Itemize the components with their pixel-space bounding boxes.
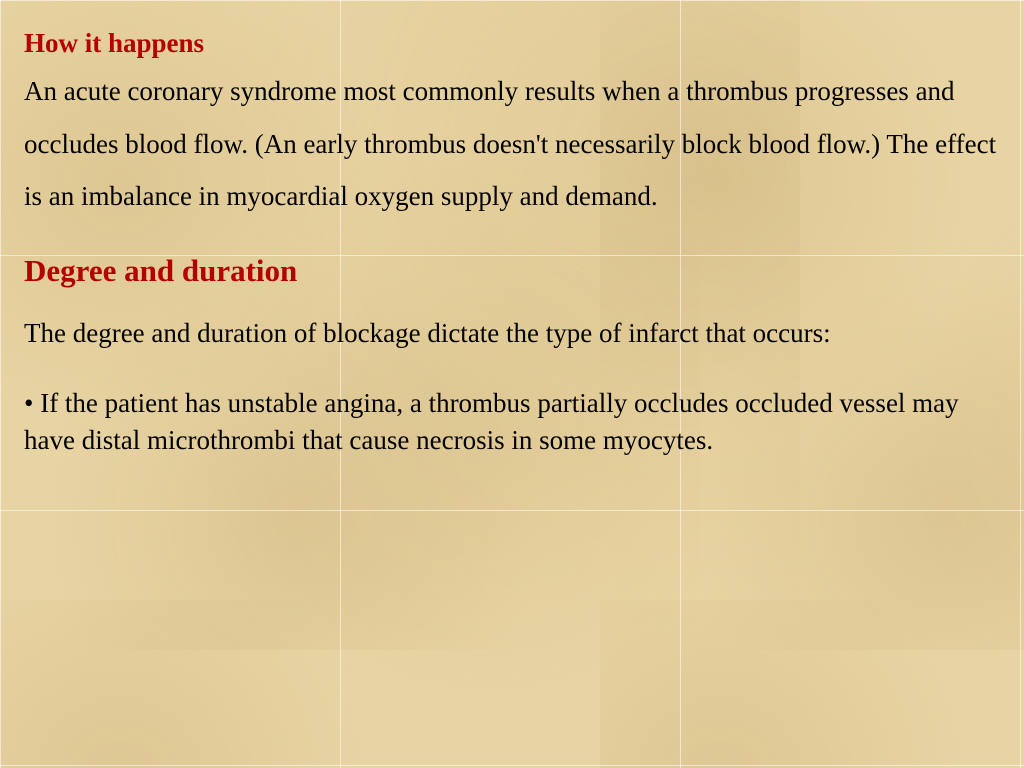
paragraph-degree-duration-intro: The degree and duration of blockage dict… (24, 315, 1000, 351)
slide-content: How it happens An acute coronary syndrom… (0, 0, 1024, 768)
bullet-unstable-angina: • If the patient has unstable angina, a … (24, 385, 1000, 458)
paragraph-how-it-happens: An acute coronary syndrome most commonly… (24, 65, 1000, 223)
section-heading-how-it-happens: How it happens (24, 28, 1000, 59)
section-heading-degree-duration: Degree and duration (24, 253, 1000, 289)
